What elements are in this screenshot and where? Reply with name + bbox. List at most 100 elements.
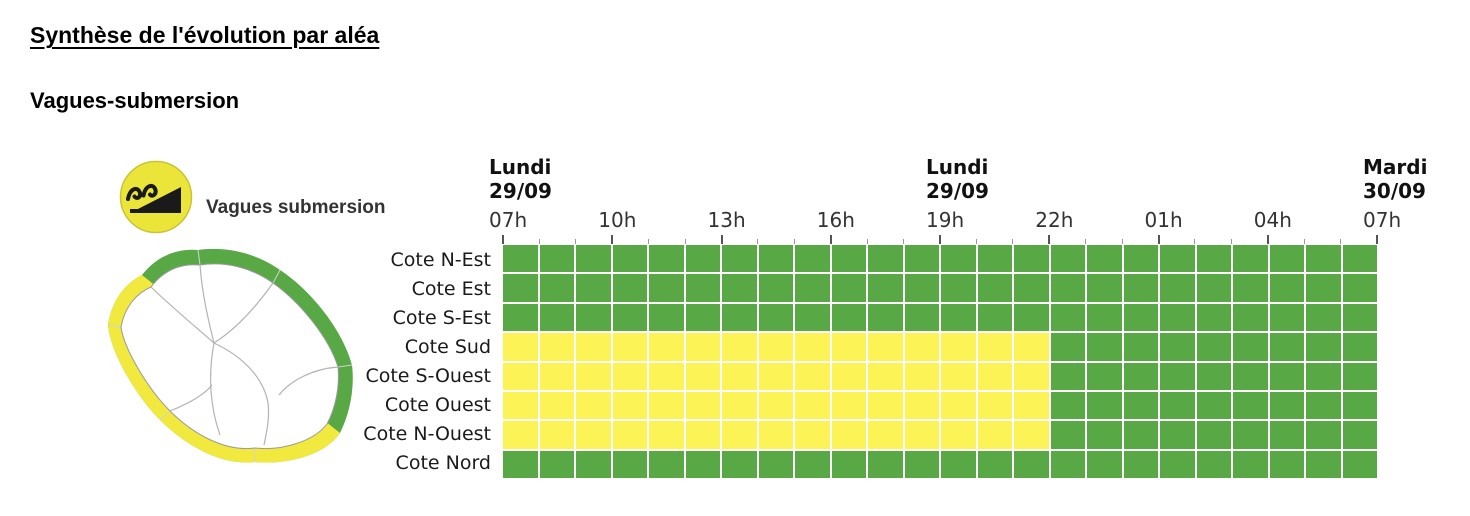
timeline-cell-green [1342, 245, 1377, 273]
major-tick [502, 235, 504, 244]
timeline-cell-green [1269, 362, 1304, 390]
timeline-cell-green [1123, 450, 1158, 478]
minor-tick [793, 239, 795, 244]
timeline-cell-green [649, 303, 684, 332]
timeline-cell-green [1233, 421, 1268, 449]
timeline-cell-green [1233, 333, 1268, 361]
timeline-cell-green [685, 303, 720, 332]
minor-tick [538, 239, 540, 244]
timeline-cell-green [1233, 450, 1268, 478]
date-header: Lundi 29/09 [489, 155, 552, 203]
timeline-cell-green [1014, 245, 1049, 273]
timeline-cell-green [904, 245, 939, 273]
date-header-date: 30/09 [1363, 179, 1426, 203]
row-label: Cote Nord [395, 452, 491, 475]
timeline-cell-yellow [722, 333, 757, 361]
row-label: Cote S-Est [392, 306, 491, 329]
timeline-cell-yellow [795, 333, 830, 361]
timeline-cell-green [1050, 421, 1085, 449]
row-label: Cote N-Ouest [363, 423, 491, 446]
timeline-cell-yellow [649, 333, 684, 361]
timeline-cell-yellow [758, 421, 793, 449]
date-header-day: Mardi [1363, 155, 1428, 179]
timeline-cell-yellow [722, 421, 757, 449]
timeline-cell-green [904, 303, 939, 332]
timeline-cell-green [1123, 421, 1158, 449]
timeline-cell-green [1269, 450, 1304, 478]
timeline-cell-green [1342, 391, 1377, 420]
timeline-cell-green [758, 450, 793, 478]
timeline-cell-green [649, 450, 684, 478]
timeline-cell-green [795, 274, 830, 302]
timeline-cell-green [503, 450, 538, 478]
hour-label: 04h [1253, 208, 1292, 232]
hour-label: 07h [489, 208, 528, 232]
timeline-cell-green [1196, 421, 1231, 449]
timeline-cell-yellow [722, 391, 757, 420]
timeline-cell-green [1050, 450, 1085, 478]
major-tick [829, 235, 832, 244]
timeline-cell-yellow [831, 362, 866, 390]
timeline-cell-yellow [649, 391, 684, 420]
timeline-cell-green [868, 303, 903, 332]
timeline-cell-green [1050, 333, 1085, 361]
hazard-section-title: Vagues-submersion [30, 88, 240, 113]
timeline-cell-green [831, 274, 866, 302]
major-tick [1376, 235, 1378, 244]
timeline-cell-green [868, 274, 903, 302]
minor-tick [575, 239, 577, 244]
timeline-cell-yellow [722, 362, 757, 390]
timeline-cell-yellow [758, 362, 793, 390]
timeline-cell-yellow [758, 391, 793, 420]
timeline-cell-yellow [539, 333, 574, 361]
hour-label: 13h [707, 208, 746, 232]
timeline-cell-yellow [576, 421, 611, 449]
minor-tick [757, 239, 759, 244]
hour-label: 22h [1035, 208, 1074, 232]
minor-tick [1194, 239, 1196, 244]
timeline-cell-green [904, 450, 939, 478]
minor-tick [1121, 239, 1123, 244]
timeline-cell-green [576, 245, 611, 273]
timeline-cell-green [649, 245, 684, 273]
timeline-cell-green [1306, 245, 1341, 273]
date-header-date: 29/09 [489, 179, 552, 203]
major-tick [1157, 235, 1160, 244]
date-header: Lundi 29/09 [926, 155, 989, 203]
timeline-cell-green [1233, 274, 1268, 302]
timeline-cell-green [1196, 303, 1231, 332]
timeline-cell-green [539, 245, 574, 273]
timeline-cell-green [576, 274, 611, 302]
timeline-cell-yellow [612, 362, 647, 390]
minor-tick [866, 239, 868, 244]
timeline-cell-yellow [1014, 362, 1049, 390]
timeline-cell-green [941, 450, 976, 478]
major-tick [939, 235, 941, 244]
timeline-cell-yellow [795, 421, 830, 449]
timeline-cell-green [868, 450, 903, 478]
minor-tick [648, 239, 650, 244]
timeline-cell-green [977, 303, 1012, 332]
timeline-cell-green [685, 245, 720, 273]
timeline-cell-green [831, 303, 866, 332]
timeline-cell-green [795, 245, 830, 273]
timeline-cell-green [1050, 274, 1085, 302]
row-label: Cote Sud [404, 335, 491, 358]
timeline-cell-yellow [868, 333, 903, 361]
timeline-cell-yellow [941, 391, 976, 420]
timeline-cell-green [1196, 274, 1231, 302]
timeline-cell-green [1123, 245, 1158, 273]
timeline-cell-green [1196, 450, 1231, 478]
timeline-cell-yellow [831, 333, 866, 361]
timeline-cell-green [1342, 450, 1377, 478]
timeline-cell-green [722, 274, 757, 302]
timeline-cell-green [1306, 362, 1341, 390]
minor-tick [1085, 239, 1087, 244]
timeline-cell-yellow [576, 362, 611, 390]
hour-label: 07h [1363, 208, 1402, 232]
timeline-cell-yellow [1014, 391, 1049, 420]
timeline-cell-green [1087, 245, 1122, 273]
timeline-cell-green [1160, 274, 1195, 302]
timeline-cell-green [1123, 303, 1158, 332]
